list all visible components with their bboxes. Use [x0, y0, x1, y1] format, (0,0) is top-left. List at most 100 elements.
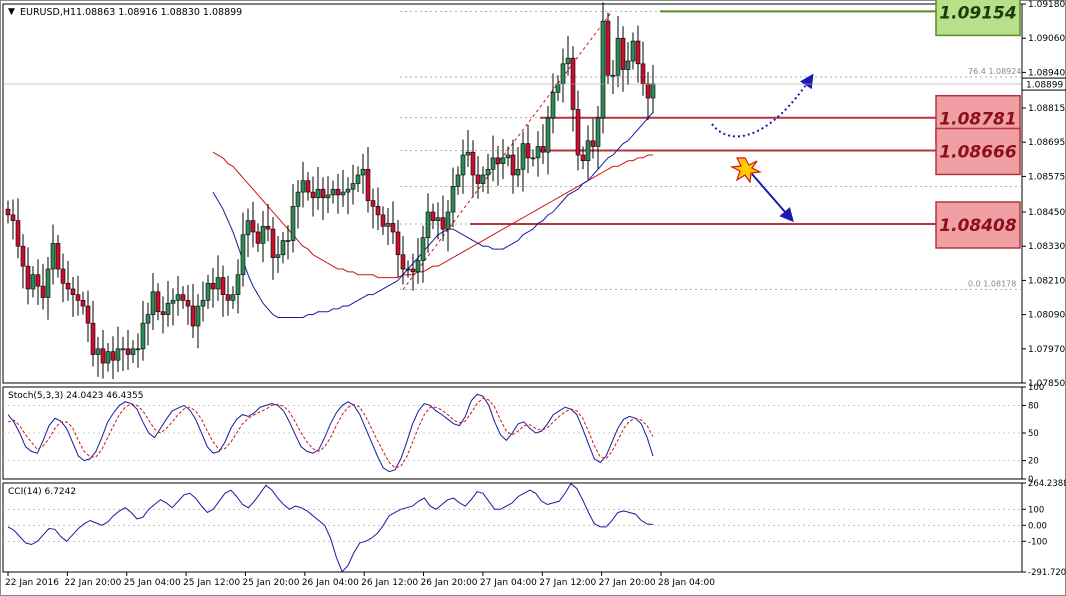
- candle-body: [605, 20, 611, 76]
- candle-body: [540, 146, 546, 153]
- ma-slow-line: [212, 151, 653, 279]
- candle-body: [340, 191, 346, 196]
- candle: [500, 139, 506, 179]
- candle: [175, 275, 181, 316]
- current-price-box: [1021, 77, 1066, 91]
- candle: [65, 261, 71, 301]
- candle-body: [190, 305, 196, 327]
- candle-body: [240, 234, 246, 276]
- candle: [490, 135, 496, 182]
- candle: [430, 203, 436, 230]
- candle: [290, 184, 296, 253]
- stoch-tick-label: 0: [1028, 475, 1033, 485]
- stoch-tick-label: 80: [1028, 401, 1039, 411]
- candle: [375, 187, 381, 231]
- candle-body: [135, 348, 141, 351]
- candle-body: [165, 302, 171, 315]
- candle-body: [75, 294, 81, 301]
- candle-body: [285, 240, 291, 242]
- cci-tick-label: -100: [1028, 537, 1047, 547]
- candle: [30, 266, 36, 298]
- candle: [190, 283, 196, 338]
- candle: [615, 15, 621, 88]
- time-tick-label: 27 Jan 04:00: [480, 578, 537, 588]
- candle-body: [65, 282, 71, 290]
- candle-body: [410, 268, 416, 273]
- candle: [385, 208, 391, 246]
- price-tick-label: 1.08940: [1028, 68, 1065, 78]
- candle-body: [55, 243, 61, 270]
- candle: [20, 234, 26, 289]
- candle-body: [595, 117, 601, 147]
- candle-body: [600, 20, 606, 119]
- candle: [470, 140, 476, 198]
- candle-body: [385, 223, 391, 227]
- candle-body: [245, 220, 251, 236]
- candle: [45, 257, 51, 320]
- candle-body: [260, 225, 266, 244]
- candle-body: [295, 191, 301, 207]
- price-tick-label: 1.07850: [1028, 379, 1065, 389]
- price-tick-label: 1.08695: [1028, 138, 1065, 148]
- candle-body: [125, 348, 131, 355]
- candle: [620, 26, 626, 92]
- candle: [335, 173, 341, 214]
- candle: [275, 235, 281, 274]
- candle: [550, 73, 556, 134]
- price-tick-label: 1.08210: [1028, 276, 1065, 286]
- stoch-tick-label: 100: [1028, 383, 1044, 393]
- candle: [440, 195, 446, 242]
- candle: [585, 125, 591, 180]
- time-tick-label: 27 Jan 12:00: [539, 578, 596, 588]
- price-tick-label: 1.08090: [1028, 311, 1065, 321]
- candle-body: [640, 63, 646, 85]
- candle: [435, 202, 441, 240]
- candle-body: [610, 74, 616, 77]
- candle-body: [440, 217, 446, 230]
- cci-series-line: [7, 482, 654, 573]
- candle: [75, 275, 81, 316]
- candle: [580, 146, 586, 170]
- candle-body: [515, 168, 521, 176]
- time-tick-label: 25 Jan 04:00: [124, 578, 181, 588]
- candle: [305, 172, 311, 201]
- time-tick-label: 22 Jan 2016: [5, 578, 59, 588]
- candle: [145, 302, 151, 346]
- candle-body: [420, 237, 426, 261]
- candle: [200, 281, 206, 322]
- candle: [40, 263, 46, 310]
- candle-body: [555, 83, 561, 93]
- candle: [160, 296, 166, 334]
- candle-body: [625, 60, 631, 70]
- candle-body: [455, 174, 461, 187]
- candle: [110, 336, 116, 380]
- candle: [350, 164, 356, 205]
- candle-body: [130, 348, 136, 355]
- candle-body: [150, 291, 156, 315]
- level-price-label: 1.08408: [939, 216, 1017, 236]
- symbol-caret[interactable]: ▼: [8, 7, 15, 17]
- candle-body: [215, 277, 221, 290]
- candle: [50, 224, 56, 285]
- candle-body: [650, 83, 656, 99]
- candle-body: [315, 188, 321, 199]
- candle-body: [145, 314, 151, 324]
- candle: [130, 340, 136, 364]
- time-tick-label: 27 Jan 20:00: [599, 578, 656, 588]
- candle: [425, 193, 431, 254]
- candle: [155, 283, 161, 321]
- candle-body: [5, 208, 11, 216]
- candle-body: [110, 351, 116, 361]
- candle-body: [80, 300, 86, 307]
- candle-body: [335, 188, 341, 196]
- time-tick-label: 22 Jan 20:00: [64, 578, 121, 588]
- candle: [510, 139, 516, 194]
- candle: [360, 153, 366, 194]
- candle: [505, 146, 511, 167]
- candle: [625, 42, 631, 85]
- level-box-bg: [935, 127, 1021, 176]
- candle: [365, 147, 371, 213]
- cci-panel: [2, 482, 1023, 573]
